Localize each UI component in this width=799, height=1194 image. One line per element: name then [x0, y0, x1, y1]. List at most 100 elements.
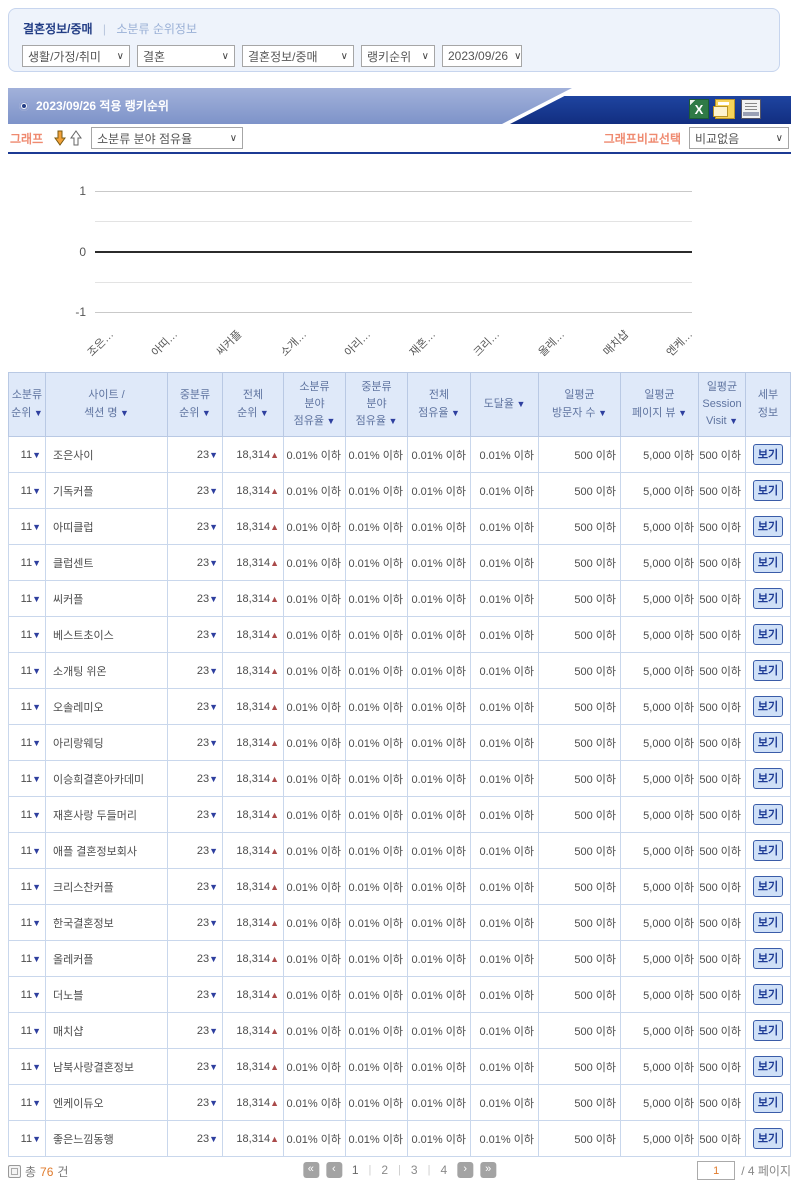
cell-site-name: 이승희결혼아카데미: [45, 760, 168, 797]
sort-desc-icon[interactable]: ▼: [31, 407, 43, 418]
cell-daily-session: 500 이하: [698, 472, 746, 509]
view-button[interactable]: 보기: [752, 1020, 784, 1041]
pagination-next-button[interactable]: ›: [457, 1162, 474, 1178]
sort-desc-icon[interactable]: ▼: [595, 407, 607, 418]
cell-daily-session: 500 이하: [698, 436, 746, 473]
pagination-separator: |: [398, 1164, 401, 1176]
cell-detail: 보기: [745, 688, 791, 725]
rank-up-icon: ▲: [270, 1025, 279, 1036]
graph-metric-select[interactable]: 소분류 분야 점유율 ∨: [91, 127, 244, 149]
breadcrumb-separator: |: [102, 22, 107, 36]
page-input[interactable]: [697, 1161, 736, 1180]
pagination-prev-button[interactable]: ‹: [325, 1162, 342, 1178]
section-title: 2023/09/26 적용 랭키순위: [36, 99, 169, 113]
breadcrumb-category[interactable]: 결혼정보/중매: [23, 22, 93, 36]
cell-daily-session: 500 이하: [698, 580, 746, 617]
mid-category-select[interactable]: 결혼 ∨: [137, 45, 235, 67]
view-button[interactable]: 보기: [752, 732, 784, 753]
category-select[interactable]: 생활/가정/취미 ∨: [22, 45, 130, 67]
view-button[interactable]: 보기: [752, 876, 784, 897]
cell-daily-visitors: 500 이하: [538, 508, 621, 545]
graph-compare-select[interactable]: 비교없음 ∨: [689, 127, 789, 149]
column-header-daily_visitors[interactable]: 일평균 방문자 수 ▼: [538, 372, 621, 437]
sort-desc-icon[interactable]: ▼: [448, 407, 460, 418]
view-button[interactable]: 보기: [752, 984, 784, 1005]
cell-daily-session: 500 이하: [698, 616, 746, 653]
total-label-suffix: 건: [57, 1165, 69, 1179]
view-button[interactable]: 보기: [752, 480, 784, 501]
rank-down-icon: ▼: [209, 881, 218, 892]
cell-mid-share: 0.01% 이하: [345, 868, 408, 905]
column-header-mid_share[interactable]: 중분류 분야 점유율 ▼: [345, 372, 408, 437]
rank-up-icon: ▲: [270, 629, 279, 640]
view-button[interactable]: 보기: [752, 660, 784, 681]
view-button[interactable]: 보기: [752, 444, 784, 465]
sort-desc-icon[interactable]: ▼: [726, 416, 738, 427]
cell-total-rank: 18,314▲: [222, 472, 284, 509]
sort-desc-icon[interactable]: ▼: [675, 407, 687, 418]
pagination-page-2[interactable]: 2: [381, 1163, 389, 1177]
view-button[interactable]: 보기: [752, 840, 784, 861]
sub-category-select[interactable]: 결혼정보/중매 ∨: [242, 45, 354, 67]
cell-detail: 보기: [745, 508, 791, 545]
cell-daily-pageviews: 5,000 이하: [620, 1012, 699, 1049]
cell-daily-session: 500 이하: [698, 688, 746, 725]
view-button[interactable]: 보기: [752, 768, 784, 789]
cell-mid-rank: 23▼: [167, 544, 223, 581]
rank-table: 소분류 순위 ▼ 사이트 / 섹션 명 ▼ 중분류 순위 ▼ 전체 순위 ▼ 소분류 분야 점유율 …: [8, 372, 791, 1157]
up-arrow-icon[interactable]: [69, 130, 83, 146]
column-header-line: 순위 ▼: [11, 406, 43, 419]
column-header-total_share[interactable]: 전체 점유율 ▼: [407, 372, 471, 437]
sort-desc-icon[interactable]: ▼: [385, 416, 398, 427]
cell-reach: 0.01% 이하: [470, 796, 539, 833]
sort-desc-icon[interactable]: ▼: [257, 407, 269, 418]
cell-daily-pageviews: 5,000 이하: [620, 1084, 699, 1121]
cell-daily-visitors: 500 이하: [538, 436, 621, 473]
rank-up-icon: ▲: [270, 881, 279, 892]
view-button[interactable]: 보기: [752, 1092, 784, 1113]
view-button[interactable]: 보기: [752, 696, 784, 717]
date-select[interactable]: 2023/09/26 ∨: [442, 45, 522, 67]
sort-desc-icon[interactable]: ▼: [323, 416, 336, 427]
cell-mid-rank: 23▼: [167, 436, 223, 473]
print-icon[interactable]: [741, 99, 761, 119]
excel-export-icon[interactable]: [689, 99, 709, 119]
breadcrumb-subpage[interactable]: 소분류 순위정보: [116, 22, 198, 36]
view-button[interactable]: 보기: [752, 624, 784, 645]
view-button[interactable]: 보기: [752, 552, 784, 573]
sort-desc-icon[interactable]: ▼: [117, 407, 129, 418]
table-header-row: 소분류 순위 ▼ 사이트 / 섹션 명 ▼ 중분류 순위 ▼ 전체 순위 ▼ 소분류 분야 점유율 …: [8, 372, 791, 437]
down-arrow-icon[interactable]: [53, 130, 67, 146]
view-button[interactable]: 보기: [752, 1128, 784, 1149]
cell-daily-session: 500 이하: [698, 868, 746, 905]
cell-daily-visitors: 500 이하: [538, 580, 621, 617]
column-header-daily_session[interactable]: 일평균 Session Visit ▼: [698, 372, 746, 437]
rank-down-icon: ▼: [209, 1133, 218, 1144]
view-button[interactable]: 보기: [752, 912, 784, 933]
pagination-page-3[interactable]: 3: [410, 1163, 418, 1177]
cell-detail: 보기: [745, 904, 791, 941]
pagination-last-button[interactable]: »: [480, 1162, 497, 1178]
rank-type-select[interactable]: 랭키순위 ∨: [361, 45, 435, 67]
column-header-site[interactable]: 사이트 / 섹션 명 ▼: [45, 372, 168, 437]
view-button[interactable]: 보기: [752, 804, 784, 825]
mail-export-icon[interactable]: [713, 99, 735, 119]
column-header-mid_rank[interactable]: 중분류 순위 ▼: [167, 372, 223, 437]
x-axis-labels: 조은… 아띠… 씨커플 소개… 아리… 재혼… 크리… 올레… 매치샵 엔케…: [85, 316, 695, 366]
column-header-sub_rank[interactable]: 소분류 순위 ▼: [8, 372, 46, 437]
sort-desc-icon[interactable]: ▼: [199, 407, 211, 418]
view-button[interactable]: 보기: [752, 588, 784, 609]
column-header-total_rank[interactable]: 전체 순위 ▼: [222, 372, 284, 437]
cell-daily-visitors: 500 이하: [538, 688, 621, 725]
column-header-sub_share[interactable]: 소분류 분야 점유율 ▼: [283, 372, 346, 437]
pagination-page-4[interactable]: 4: [440, 1163, 448, 1177]
pagination-page-1[interactable]: 1: [351, 1163, 359, 1177]
pagination-first-button[interactable]: «: [302, 1162, 319, 1178]
column-header-reach[interactable]: 도달율 ▼: [470, 372, 539, 437]
column-header-line: 분야: [366, 397, 387, 410]
view-button[interactable]: 보기: [752, 516, 784, 537]
view-button[interactable]: 보기: [752, 948, 784, 969]
column-header-daily_pageviews[interactable]: 일평균 페이지 뷰 ▼: [620, 372, 699, 437]
sort-desc-icon[interactable]: ▼: [513, 398, 526, 409]
view-button[interactable]: 보기: [752, 1056, 784, 1077]
